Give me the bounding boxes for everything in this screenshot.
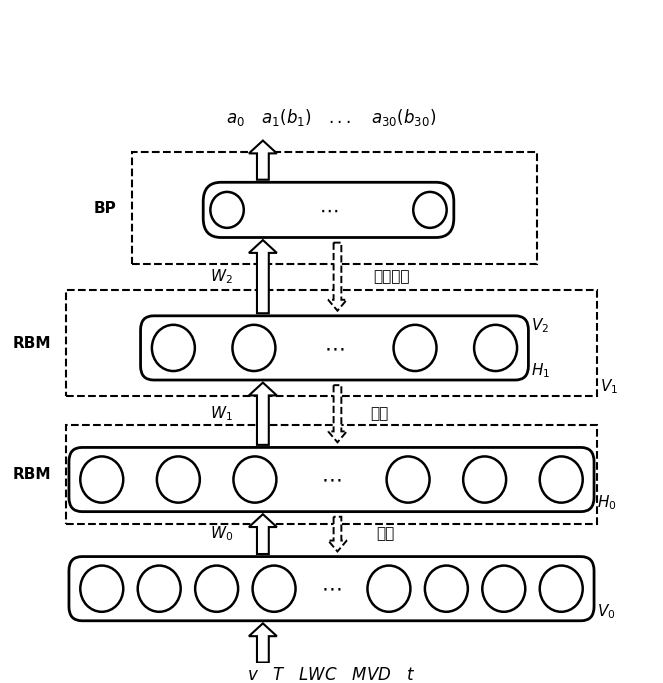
FancyBboxPatch shape — [141, 316, 528, 380]
Polygon shape — [249, 382, 277, 445]
Circle shape — [233, 456, 276, 503]
Circle shape — [157, 456, 200, 503]
Bar — [66, 425, 597, 525]
Circle shape — [138, 566, 181, 612]
Text: RBM: RBM — [13, 467, 51, 482]
Circle shape — [413, 192, 447, 228]
Text: $V_2$: $V_2$ — [532, 316, 550, 335]
Text: $V_0$: $V_0$ — [597, 602, 615, 621]
Circle shape — [463, 456, 506, 503]
Circle shape — [425, 566, 468, 612]
Polygon shape — [249, 514, 277, 554]
Circle shape — [253, 566, 296, 612]
Circle shape — [80, 566, 123, 612]
Text: $\cdots$: $\cdots$ — [324, 338, 345, 358]
FancyBboxPatch shape — [203, 182, 453, 238]
Polygon shape — [328, 517, 347, 551]
FancyBboxPatch shape — [69, 447, 594, 512]
Bar — [131, 152, 538, 264]
FancyBboxPatch shape — [69, 557, 594, 621]
Circle shape — [195, 566, 238, 612]
Text: $\cdots$: $\cdots$ — [319, 200, 338, 219]
Text: $\cdots$: $\cdots$ — [322, 579, 341, 599]
Circle shape — [80, 456, 123, 503]
Text: 微调: 微调 — [370, 406, 389, 421]
Polygon shape — [249, 240, 277, 313]
Circle shape — [540, 456, 583, 503]
Text: $v$   $T$   $LWC$   $MVD$   $t$: $v$ $T$ $LWC$ $MVD$ $t$ — [247, 667, 416, 683]
Circle shape — [152, 325, 195, 371]
Text: BP: BP — [94, 201, 117, 216]
Circle shape — [367, 566, 410, 612]
Text: $W_0$: $W_0$ — [210, 525, 233, 544]
Circle shape — [210, 192, 244, 228]
Text: $\cdots$: $\cdots$ — [322, 469, 341, 490]
Circle shape — [233, 325, 275, 371]
Circle shape — [482, 566, 525, 612]
Text: $H_1$: $H_1$ — [532, 361, 550, 380]
Polygon shape — [249, 624, 277, 663]
Text: $a_0$   $a_1(b_1)$   $...$   $a_{30}(b_{30})$: $a_0$ $a_1(b_1)$ $...$ $a_{30}(b_{30})$ — [226, 107, 437, 128]
Text: RBM: RBM — [13, 335, 51, 350]
Text: 反向传播: 反向传播 — [373, 269, 410, 284]
Text: $W_2$: $W_2$ — [210, 267, 233, 286]
Text: $H_0$: $H_0$ — [597, 493, 617, 512]
Text: $W_1$: $W_1$ — [210, 404, 233, 423]
Circle shape — [394, 325, 436, 371]
Polygon shape — [249, 141, 277, 180]
Bar — [66, 290, 597, 396]
Polygon shape — [328, 385, 347, 443]
Circle shape — [474, 325, 517, 371]
Text: 微调: 微调 — [376, 527, 394, 542]
Circle shape — [387, 456, 430, 503]
Circle shape — [540, 566, 583, 612]
Text: $V_1$: $V_1$ — [600, 378, 618, 396]
Polygon shape — [328, 242, 347, 311]
